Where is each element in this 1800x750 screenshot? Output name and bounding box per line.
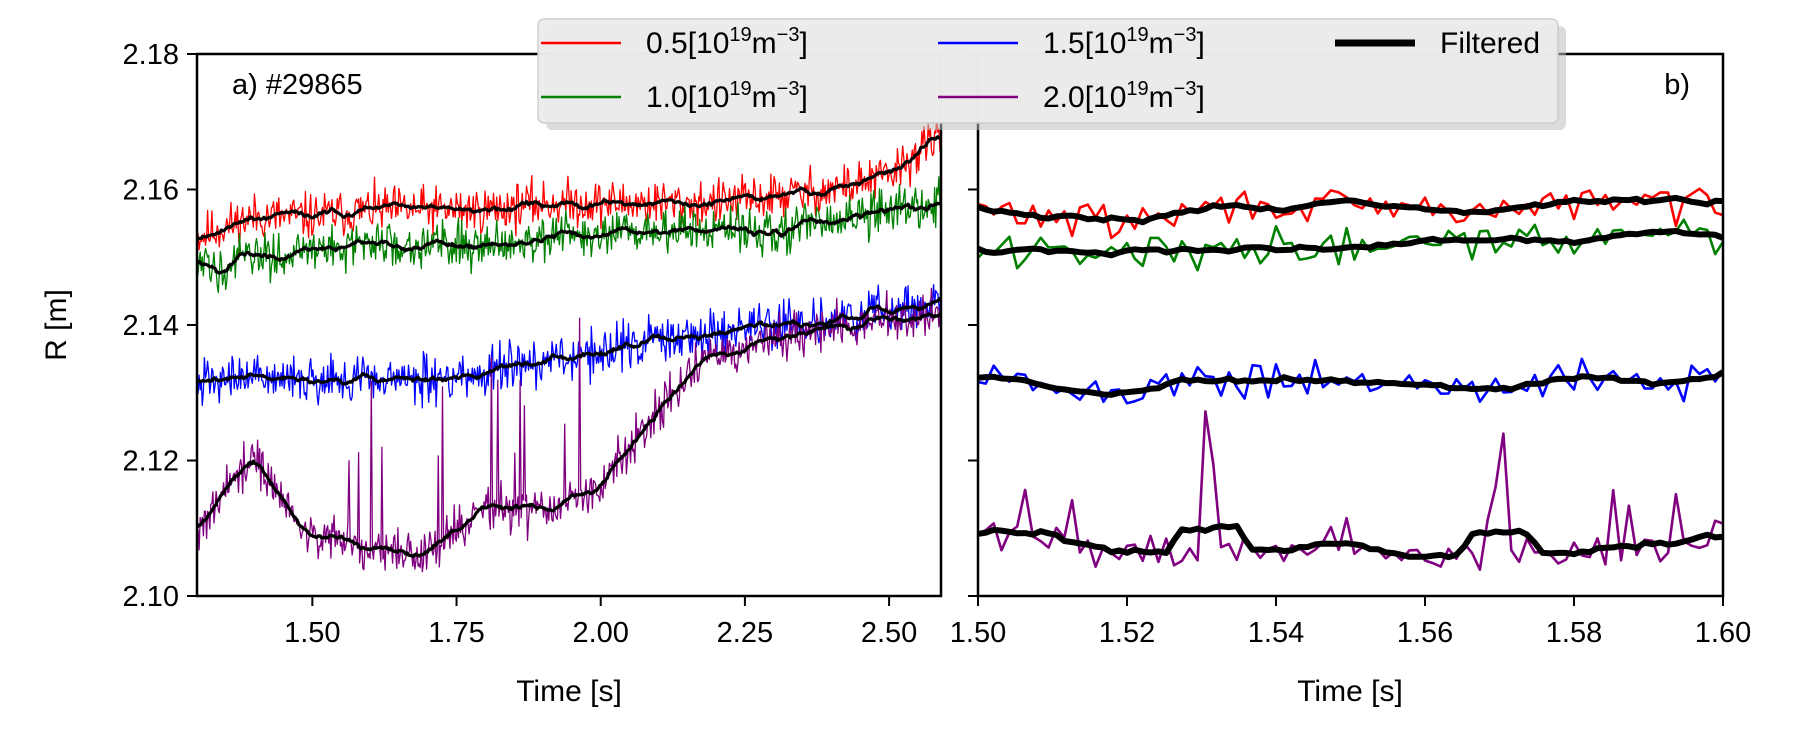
series-line-0.5[10^19 m^-3] — [978, 187, 1723, 240]
filtered-line-0.5[10^19 m^-3] — [197, 135, 941, 242]
panel-b-series — [978, 187, 1723, 571]
filtered-line-2.0[10^19 m^-3] — [197, 312, 941, 558]
filtered-line-1.0[10^19 m^-3] — [978, 228, 1723, 259]
legend-label-0.5: 0.5[1019m−3] — [646, 24, 808, 60]
filtered-line-2.0[10^19 m^-3] — [978, 522, 1723, 561]
legend-box — [537, 18, 1559, 124]
panel-b-x-axis-title: Time [s] — [1297, 675, 1403, 708]
raw-traces — [197, 119, 941, 573]
x-tick-label: 1.58 — [1546, 617, 1602, 649]
x-tick-label: 1.56 — [1397, 617, 1453, 649]
filtered-line-0.5[10^19 m^-3] — [978, 194, 1723, 226]
panel-a-series — [197, 119, 941, 573]
filtered-line-1.5[10^19 m^-3] — [197, 296, 941, 386]
x-tick-label: 1.50 — [284, 617, 340, 649]
legend-label-filtered: Filtered — [1440, 27, 1540, 60]
filtered-traces — [197, 135, 941, 558]
panel-a-x-ticks: 1.50 1.75 2.00 2.25 2.50 — [284, 596, 917, 649]
x-tick-label: 1.50 — [950, 617, 1006, 649]
x-tick-label: 1.60 — [1695, 617, 1751, 649]
x-tick-label: 1.54 — [1248, 617, 1304, 649]
legend-label-2.0: 2.0[1019m−3] — [1043, 78, 1205, 114]
panel-a-label: a) #29865 — [232, 69, 363, 101]
y-tick-label: 2.10 — [123, 581, 179, 613]
y-axis-title: R [m] — [40, 289, 73, 361]
panel-b: 1.50 1.52 1.54 1.56 1.58 1.60 b) Time [s] — [950, 52, 1751, 708]
filtered-line-1.5[10^19 m^-3] — [978, 369, 1723, 398]
series-line-1.0[10^19 m^-3] — [197, 176, 941, 294]
legend-label-1.5: 1.5[1019m−3] — [1043, 24, 1205, 60]
filtered-traces — [978, 194, 1723, 561]
y-tick-label: 2.16 — [123, 175, 179, 207]
legend-label-1.0: 1.0[1019m−3] — [646, 78, 808, 114]
series-line-1.5[10^19 m^-3] — [197, 278, 941, 409]
panel-a-y-ticks: 2.10 2.12 2.14 2.16 2.18 — [123, 39, 197, 613]
panel-b-x-ticks: 1.50 1.52 1.54 1.56 1.58 1.60 — [950, 596, 1751, 649]
x-tick-label: 2.50 — [861, 617, 917, 649]
filtered-line-1.0[10^19 m^-3] — [197, 201, 941, 275]
x-tick-label: 2.25 — [717, 617, 773, 649]
x-tick-label: 2.00 — [572, 617, 628, 649]
y-tick-label: 2.12 — [123, 446, 179, 478]
x-tick-label: 1.52 — [1099, 617, 1155, 649]
x-tick-label: 1.75 — [428, 617, 484, 649]
panel-b-label: b) — [1664, 69, 1690, 101]
panel-a-x-axis-title: Time [s] — [516, 675, 622, 708]
series-line-2.0[10^19 m^-3] — [197, 287, 941, 573]
y-tick-label: 2.18 — [123, 39, 179, 71]
panel-a: 1.50 1.75 2.00 2.25 2.50 2.102.122.142.162.1… — [40, 39, 943, 708]
y-tick-label: 2.14 — [123, 310, 179, 342]
legend: 0.5[1019m−3] 1.0[1019m−3] 1.5[1019m−3] 2… — [537, 18, 1566, 130]
panel-b-y-ticks — [968, 53, 978, 597]
